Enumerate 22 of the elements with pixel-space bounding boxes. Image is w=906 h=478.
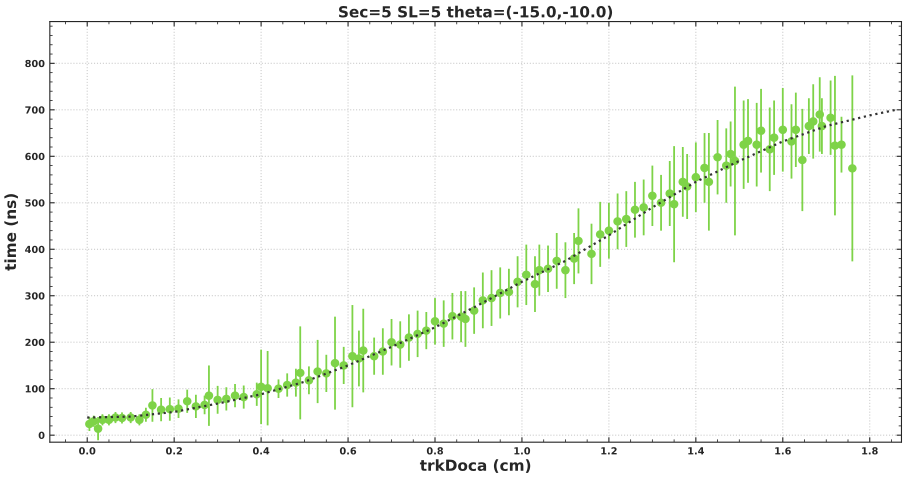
y-tick-label: 600 bbox=[25, 152, 45, 160]
y-tick-label: 700 bbox=[25, 106, 45, 114]
x-tick-label: 0.0 bbox=[79, 447, 96, 455]
x-tick-label: 1.6 bbox=[775, 447, 791, 455]
x-tick-label: 0.8 bbox=[426, 447, 444, 455]
y-tick-label: 400 bbox=[25, 246, 45, 254]
x-tick-label: 1.4 bbox=[688, 447, 704, 454]
x-tick-label: 1.8 bbox=[862, 447, 878, 455]
x-tick-label: 0.6 bbox=[340, 447, 356, 455]
y-tick-label: 200 bbox=[25, 338, 45, 346]
chart-title: Sec=5 SL=5 theta=(-15.0,-10.0) bbox=[339, 6, 612, 20]
y-tick-label: 300 bbox=[25, 292, 45, 300]
x-tick-label: 1.0 bbox=[514, 447, 530, 455]
x-tick-label: 0.4 bbox=[252, 447, 270, 455]
y-tick-label: 500 bbox=[25, 199, 45, 207]
x-axis-title: trkDoca (cm) bbox=[420, 459, 530, 473]
y-tick-label: 800 bbox=[25, 60, 45, 68]
y-tick-label: 0 bbox=[38, 432, 45, 440]
y-tick-label: 100 bbox=[26, 385, 45, 393]
y-axis-title: time (ns) bbox=[4, 194, 18, 271]
x-tick-label: 0.2 bbox=[166, 447, 182, 455]
x-tick-label: 1.2 bbox=[601, 447, 617, 454]
